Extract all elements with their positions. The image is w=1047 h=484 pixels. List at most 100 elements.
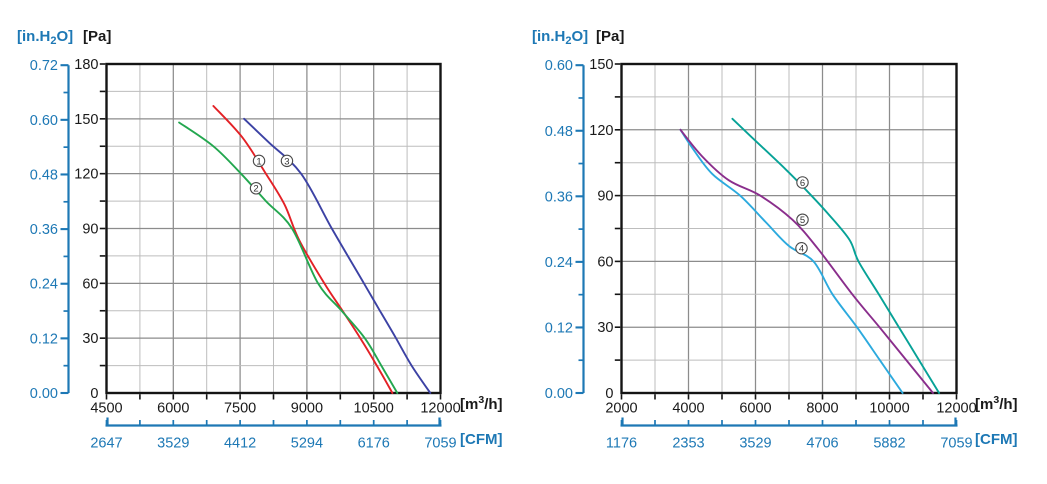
pa-tick-label: 90 xyxy=(597,189,613,205)
plot-frame xyxy=(620,62,958,395)
m3h-tick-label: 4500 xyxy=(90,401,122,417)
pa-tick-label: 0 xyxy=(605,386,613,402)
cfm-tick-label: 5882 xyxy=(873,436,905,452)
curve-4 xyxy=(679,128,904,394)
m3h-tick-label: 2000 xyxy=(605,401,637,417)
curve-number-label-3: 3 xyxy=(280,154,294,168)
inh2o-tick-label: 0.24 xyxy=(545,255,573,271)
fan-curves-chart-left: 4500 6000 7500 9000 10500 12000 0 30 60 90 120 150 1… xyxy=(30,57,461,452)
inh2o-axis: 0.00 0.12 0.24 0.36 0.48 0.60 xyxy=(545,58,585,402)
gridlines xyxy=(106,64,441,393)
m3h-tick-label: 6000 xyxy=(739,401,771,417)
pa-tick-label: 150 xyxy=(589,57,613,73)
cfm-tick-label: 1176 xyxy=(606,436,637,452)
curve-number-circle xyxy=(280,154,294,168)
curve-number-text: 5 xyxy=(800,215,805,226)
m3h-tick-label: 10000 xyxy=(869,401,909,417)
m3h-axis: 4500 6000 7500 9000 10500 12000 xyxy=(90,394,461,417)
curve-number-label-2: 2 xyxy=(249,182,263,195)
curve-number-text: 6 xyxy=(800,178,805,189)
curve-number-text: 3 xyxy=(284,156,289,167)
inh2o-tick-label: 0.24 xyxy=(30,277,58,293)
inh2o-tick-label: 0.12 xyxy=(545,320,573,336)
curves xyxy=(679,117,941,394)
curve-number-label-6: 6 xyxy=(796,176,809,189)
cfm-tick-label: 2353 xyxy=(672,436,704,452)
left-chart-m3h-unit-label: [m3/h] xyxy=(460,394,503,413)
curve-5 xyxy=(679,128,934,394)
curve-number-label-4: 4 xyxy=(795,241,808,255)
cfm-tick-label: 5294 xyxy=(291,436,323,452)
m3h-tick-label: 9000 xyxy=(291,401,323,417)
curve-3 xyxy=(243,117,432,394)
inh2o-tick-label: 0.00 xyxy=(545,386,573,402)
cfm-tick-label: 3529 xyxy=(157,436,189,452)
inh2o-tick-label: 0.60 xyxy=(30,113,58,129)
m3h-tick-label: 8000 xyxy=(806,401,838,417)
m3h-tick-label: 12000 xyxy=(420,401,460,417)
pa-axis: 0 30 60 90 120 150 xyxy=(589,57,621,402)
curve-2 xyxy=(178,121,399,394)
pa-axis: 0 30 60 90 120 150 180 xyxy=(74,57,106,402)
right-chart-m3h-unit-label: [m3/h] xyxy=(975,394,1018,413)
pa-tick-label: 180 xyxy=(74,57,98,73)
left-chart-cfm-unit-label: [CFM] xyxy=(460,431,503,448)
inh2o-axis: 0.00 0.12 0.24 0.36 0.48 0.60 0.72 xyxy=(30,58,70,402)
curve-number-text: 4 xyxy=(799,244,804,255)
pa-tick-label: 30 xyxy=(82,331,98,347)
m3h-tick-label: 4000 xyxy=(672,401,704,417)
cfm-axis: 1176 2353 3529 4706 5882 7059 xyxy=(606,417,973,452)
curve-number-circle xyxy=(796,176,809,189)
cfm-tick-label: 4412 xyxy=(224,436,256,452)
inh2o-tick-label: 0.36 xyxy=(545,189,573,205)
inh2o-tick-label: 0.00 xyxy=(30,386,58,402)
pa-tick-label: 120 xyxy=(589,123,613,139)
curve-1 xyxy=(212,105,394,394)
pa-tick-label: 150 xyxy=(74,112,98,128)
curve-number-label-1: 1 xyxy=(252,154,266,168)
inh2o-tick-label: 0.36 xyxy=(30,222,58,238)
curve-number-circle xyxy=(796,213,809,226)
inh2o-tick-label: 0.48 xyxy=(545,124,573,140)
curve-number-circle xyxy=(795,241,808,255)
m3h-axis: 2000 4000 6000 8000 10000 12000 xyxy=(605,394,977,417)
cfm-tick-label: 3529 xyxy=(739,436,771,452)
plot-frame xyxy=(105,62,442,395)
right-chart-pa-axis-title: [Pa] xyxy=(596,28,625,45)
inh2o-tick-label: 0.60 xyxy=(545,58,573,74)
pa-tick-label: 90 xyxy=(82,222,98,238)
cfm-tick-label: 6176 xyxy=(358,436,390,452)
right-chart-inh2o-axis-title: [in.H2O] xyxy=(532,28,589,47)
cfm-tick-label: 7059 xyxy=(424,436,456,452)
inh2o-tick-label: 0.12 xyxy=(30,331,58,347)
cfm-tick-label: 2647 xyxy=(90,436,122,452)
pa-tick-label: 60 xyxy=(597,254,613,270)
m3h-tick-label: 7500 xyxy=(224,401,256,417)
pa-tick-label: 0 xyxy=(90,386,98,402)
inh2o-tick-label: 0.72 xyxy=(30,58,58,74)
curve-number-label-5: 5 xyxy=(796,213,809,226)
curve-number-text: 1 xyxy=(256,156,261,167)
cfm-axis: 2647 3529 4412 5294 6176 7059 xyxy=(90,417,457,452)
pa-tick-label: 120 xyxy=(74,167,98,183)
cfm-tick-label: 4706 xyxy=(806,436,838,452)
curve-6 xyxy=(731,117,941,394)
curve-number-circle xyxy=(252,154,266,168)
pa-tick-label: 60 xyxy=(82,276,98,292)
fan-curves-chart-right: 2000 4000 6000 8000 10000 1200003060901201500… xyxy=(545,57,977,452)
left-chart-inh2o-axis-title: [in.H2O] xyxy=(17,28,74,47)
inh2o-tick-label: 0.48 xyxy=(30,167,58,183)
curves xyxy=(178,105,432,394)
right-chart-cfm-unit-label: [CFM] xyxy=(975,431,1018,448)
m3h-tick-label: 12000 xyxy=(936,401,976,417)
left-chart-pa-axis-title: [Pa] xyxy=(83,28,112,45)
pa-tick-label: 30 xyxy=(597,320,613,336)
m3h-tick-label: 6000 xyxy=(157,401,189,417)
m3h-tick-label: 10500 xyxy=(354,401,394,417)
curve-number-circle xyxy=(249,182,263,195)
gridlines xyxy=(621,64,957,393)
cfm-tick-label: 7059 xyxy=(940,436,972,452)
curve-number-text: 2 xyxy=(253,184,258,195)
